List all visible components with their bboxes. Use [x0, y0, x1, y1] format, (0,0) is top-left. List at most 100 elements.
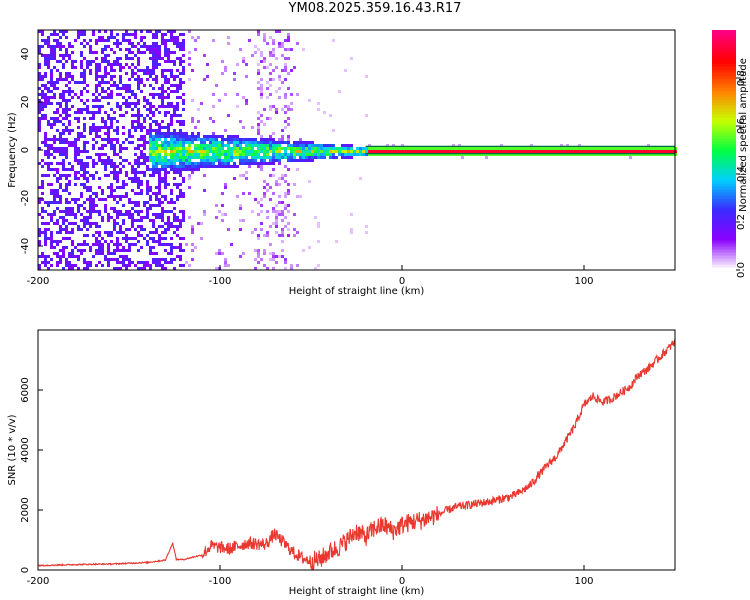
- heatmap-cell: [47, 153, 50, 156]
- heatmap-cell: [62, 123, 65, 126]
- heatmap-cell: [152, 156, 155, 159]
- heatmap-cell: [86, 210, 89, 213]
- heatmap-cell: [170, 117, 173, 120]
- heatmap-cell: [53, 222, 56, 225]
- heatmap-cell: [266, 138, 269, 141]
- heatmap-cell: [164, 48, 167, 51]
- heatmap-cell: [203, 138, 206, 141]
- heatmap-cell: [275, 108, 278, 111]
- heatmap-cell: [74, 156, 77, 159]
- heatmap-cell: [110, 216, 113, 219]
- heatmap-cell: [218, 135, 221, 138]
- heatmap-cell: [110, 192, 113, 195]
- heatmap-cell: [161, 201, 164, 204]
- heatmap-cell: [260, 165, 263, 168]
- heatmap-cell: [668, 147, 671, 150]
- heatmap-cell: [284, 174, 287, 177]
- heatmap-cell: [149, 174, 152, 177]
- heatmap-cell: [146, 240, 149, 243]
- heatmap-cell: [155, 165, 158, 168]
- heatmap-cell: [98, 156, 101, 159]
- heatmap-cell: [74, 147, 77, 150]
- heatmap-cell: [179, 129, 182, 132]
- heatmap-cell: [170, 153, 173, 156]
- heatmap-cell: [83, 87, 86, 90]
- heatmap-cell: [245, 162, 248, 165]
- heatmap-cell: [185, 138, 188, 141]
- heatmap-cell: [38, 117, 41, 120]
- heatmap-cell: [98, 225, 101, 228]
- heatmap-cell: [134, 102, 137, 105]
- heatmap-cell: [158, 48, 161, 51]
- heatmap-cell: [218, 165, 221, 168]
- heatmap-cell: [113, 51, 116, 54]
- heatmap-cell: [125, 192, 128, 195]
- heatmap-cell: [80, 90, 83, 93]
- heatmap-cell: [320, 156, 323, 159]
- heatmap-cell: [302, 144, 305, 147]
- heatmap-cell: [179, 96, 182, 99]
- heatmap-cell: [263, 159, 266, 162]
- heatmap-cell: [644, 147, 647, 150]
- heatmap-cell: [275, 111, 278, 114]
- heatmap-cell: [248, 141, 251, 144]
- heatmap-cell: [281, 45, 284, 48]
- heatmap-cell: [56, 81, 59, 84]
- heatmap-cell: [41, 78, 44, 81]
- heatmap-cell: [665, 150, 668, 153]
- heatmap-cell: [56, 150, 59, 153]
- heatmap-cell: [41, 216, 44, 219]
- heatmap-cell: [86, 42, 89, 45]
- heatmap-cell: [107, 135, 110, 138]
- heatmap-cell: [44, 84, 47, 87]
- heatmap-cell: [182, 180, 185, 183]
- heatmap-cell: [113, 267, 116, 270]
- colorbar-segment: [712, 255, 736, 259]
- heatmap-cell: [446, 147, 449, 150]
- heatmap-cell: [110, 66, 113, 69]
- heatmap-cell: [176, 75, 179, 78]
- heatmap-cell: [95, 78, 98, 81]
- heatmap-cell: [338, 150, 341, 153]
- heatmap-cell: [107, 72, 110, 75]
- heatmap-cell: [125, 30, 128, 33]
- heatmap-cell: [269, 159, 272, 162]
- heatmap-cell: [140, 45, 143, 48]
- heatmap-cell: [47, 90, 50, 93]
- heatmap-cell: [50, 246, 53, 249]
- heatmap-cell: [71, 90, 74, 93]
- heatmap-cell: [302, 153, 305, 156]
- heatmap-cell: [251, 138, 254, 141]
- heatmap-cell: [95, 162, 98, 165]
- heatmap-cell: [224, 264, 227, 267]
- heatmap-cell: [116, 174, 119, 177]
- heatmap-cell: [218, 150, 221, 153]
- heatmap-cell: [62, 222, 65, 225]
- heatmap-cell: [107, 102, 110, 105]
- heatmap-cell: [164, 51, 167, 54]
- heatmap-cell: [98, 210, 101, 213]
- heatmap-cell: [83, 150, 86, 153]
- heatmap-cell: [56, 177, 59, 180]
- heatmap-cell: [161, 210, 164, 213]
- heatmap-cell: [59, 45, 62, 48]
- heatmap-cell: [116, 39, 119, 42]
- heatmap-cell: [419, 153, 422, 156]
- heatmap-cell: [56, 207, 59, 210]
- heatmap-cell: [233, 153, 236, 156]
- heatmap-cell: [56, 168, 59, 171]
- heatmap-cell: [173, 78, 176, 81]
- heatmap-cell: [146, 189, 149, 192]
- heatmap-cell: [152, 192, 155, 195]
- heatmap-cell: [92, 33, 95, 36]
- heatmap-cell: [263, 60, 266, 63]
- heatmap-cell: [161, 180, 164, 183]
- heatmap-cell: [227, 42, 230, 45]
- heatmap-cell: [68, 174, 71, 177]
- heatmap-cell: [38, 213, 41, 216]
- heatmap-cell: [236, 156, 239, 159]
- heatmap-cell: [284, 150, 287, 153]
- heatmap-cell: [68, 144, 71, 147]
- colorbar-segment: [712, 102, 736, 106]
- heatmap-cell: [158, 129, 161, 132]
